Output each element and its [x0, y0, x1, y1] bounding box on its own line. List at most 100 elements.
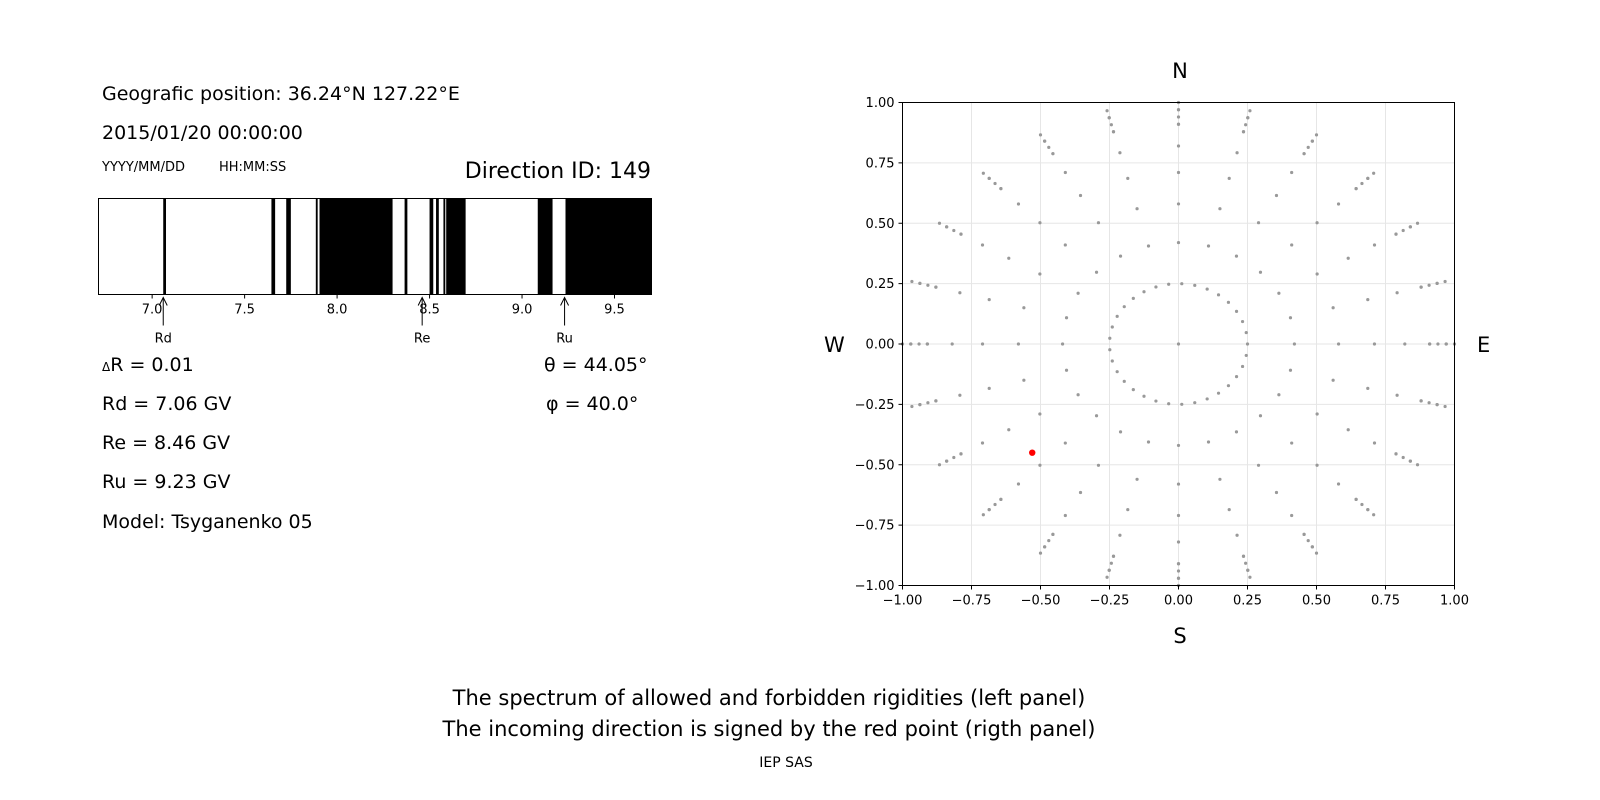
direction-point — [1395, 291, 1399, 295]
direction-point — [1290, 170, 1294, 175]
direction-point — [1372, 342, 1377, 346]
direction-point — [1372, 513, 1376, 517]
direction-point — [980, 243, 985, 247]
direction-point — [1076, 291, 1080, 295]
direction-point — [1131, 388, 1135, 392]
ru-value: Ru = 9.23 GV — [102, 471, 231, 493]
direction-point — [1241, 130, 1246, 134]
datetime: 2015/01/20 00:00:00 — [102, 122, 303, 144]
direction-point — [1290, 441, 1294, 445]
direction-point — [1022, 378, 1026, 382]
direction-point — [1180, 282, 1184, 286]
direction-point — [1234, 254, 1239, 258]
direction-point — [1176, 443, 1181, 448]
direction-point — [1205, 397, 1209, 401]
direction-point — [1315, 272, 1319, 276]
y-tick-label: 0.25 — [866, 277, 895, 292]
y-tick-label: −1.00 — [855, 579, 895, 594]
direction-point — [1176, 513, 1181, 518]
direction-point — [1118, 430, 1123, 434]
direction-point — [1302, 532, 1306, 536]
direction-point — [1315, 463, 1319, 467]
direction-point — [1331, 378, 1335, 382]
north-label: N — [1172, 59, 1188, 83]
x-tick-label: 9.0 — [512, 303, 533, 318]
direction-point — [1078, 490, 1083, 495]
direction-point — [1306, 538, 1310, 543]
direction-point — [1245, 342, 1250, 346]
direction-point — [937, 221, 942, 225]
direction-point — [1354, 497, 1358, 501]
y-tick-label: −0.75 — [855, 519, 895, 534]
credit: IEP SAS — [759, 755, 813, 771]
direction-point — [1063, 441, 1067, 445]
direction-point — [1047, 145, 1051, 150]
direction-point — [1038, 221, 1042, 225]
marker-arrow-head — [417, 296, 427, 306]
forbidden-band — [436, 198, 439, 295]
direction-point — [1415, 221, 1420, 225]
direction-point — [1408, 459, 1412, 463]
direction-point — [917, 342, 921, 346]
direction-point — [1310, 139, 1314, 143]
direction-point — [1240, 319, 1245, 324]
x-tick-label: 8.5 — [419, 303, 440, 318]
direction-point — [981, 513, 985, 517]
phi-value: φ = 40.0° — [546, 393, 638, 415]
direction-point — [1176, 482, 1181, 486]
direction-point — [1094, 414, 1099, 418]
re-value: Re = 8.46 GV — [102, 432, 231, 454]
direction-point — [1146, 244, 1151, 248]
direction-point — [1256, 463, 1261, 467]
direction-point — [1290, 513, 1294, 518]
x-tick-label: 8.0 — [327, 303, 348, 318]
direction-point — [1244, 561, 1248, 565]
direction-point — [1154, 285, 1158, 289]
direction-point — [1435, 281, 1439, 285]
direction-point — [1043, 139, 1047, 143]
direction-point — [1094, 270, 1099, 274]
direction-id: Direction ID: 149 — [464, 159, 651, 184]
direction-point — [1007, 256, 1011, 260]
forbidden-band — [404, 198, 408, 295]
direction-point — [1443, 279, 1447, 284]
direction-point — [1118, 533, 1122, 537]
delta-symbol: Δ — [102, 360, 111, 374]
direction-point — [1346, 428, 1350, 432]
direction-point — [1366, 386, 1370, 390]
marker-arrow-head — [158, 296, 168, 306]
x-tick-label: −0.50 — [1021, 594, 1061, 609]
x-tick-label: −0.75 — [952, 594, 992, 609]
direction-point — [1038, 463, 1042, 467]
direction-point — [1108, 348, 1112, 352]
direction-point — [910, 279, 914, 284]
direction-point — [1244, 353, 1248, 358]
direction-point — [1336, 482, 1341, 486]
date-format-label: YYYY/MM/DD — [102, 160, 185, 175]
direction-point — [1096, 221, 1101, 225]
direction-point — [1118, 151, 1122, 155]
direction-point — [1288, 316, 1293, 320]
direction-point — [1366, 176, 1370, 180]
direction-point — [1258, 414, 1263, 418]
direction-point — [1216, 391, 1221, 395]
direction-point — [999, 187, 1003, 191]
direction-point — [1248, 575, 1252, 579]
direction-point — [1038, 551, 1043, 555]
direction-point — [1063, 243, 1067, 247]
direction-point — [1244, 123, 1248, 127]
direction-point — [1360, 181, 1364, 186]
direction-point — [1105, 575, 1109, 579]
forbidden-band — [565, 198, 652, 295]
direction-point — [1227, 176, 1231, 180]
caption-line-2: The incoming direction is signed by the … — [442, 717, 1096, 741]
direction-point — [1290, 243, 1294, 247]
y-tick-label: −0.50 — [855, 458, 895, 473]
direction-point — [1122, 305, 1126, 309]
direction-point — [1051, 152, 1055, 156]
direction-point — [1078, 193, 1083, 198]
direction-point — [987, 298, 991, 302]
x-tick-label: 7.0 — [142, 303, 163, 318]
marker-arrow-head — [560, 296, 570, 306]
